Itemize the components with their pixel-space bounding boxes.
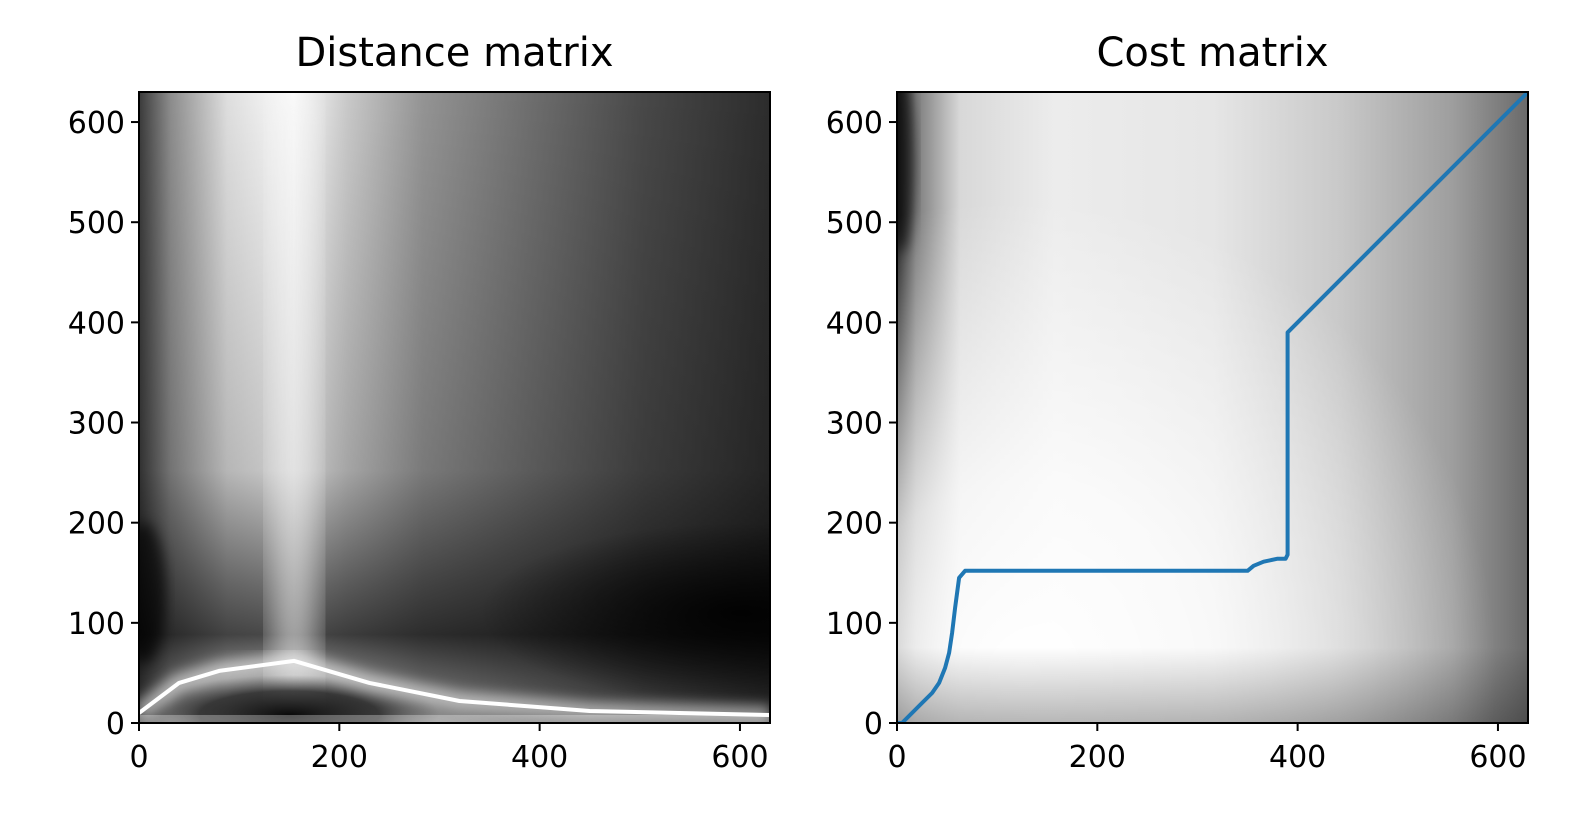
y-tick-label: 0 <box>106 707 125 742</box>
y-tick-label: 300 <box>826 407 883 442</box>
cost-matrix-title: Cost matrix <box>1096 30 1328 76</box>
y-tick-label: 100 <box>68 607 125 642</box>
cost-matrix-frame <box>896 91 1529 724</box>
distance-matrix-panel: 0 200 400 600 0 100 200 300 400 500 600 Distance m… <box>68 30 771 775</box>
y-tick-label: 600 <box>826 106 883 141</box>
y-tick-label: 200 <box>68 507 125 542</box>
distance-matrix-title: Distance matrix <box>295 30 613 76</box>
y-tick-label: 500 <box>68 206 125 241</box>
x-tick-label: 0 <box>129 740 148 775</box>
cost-matrix-panel: 0 200 400 600 0 100 200 300 400 500 600 Cost matri… <box>826 30 1529 775</box>
heatmap-dark-region <box>480 522 770 703</box>
y-tick-label: 500 <box>826 206 883 241</box>
y-tick-label: 300 <box>68 407 125 442</box>
x-tick-label: 400 <box>1269 740 1326 775</box>
y-tick-label: 0 <box>864 707 883 742</box>
x-tick-label: 600 <box>711 740 768 775</box>
y-tick-label: 400 <box>68 306 125 341</box>
distance-matrix-heatmap <box>139 92 770 723</box>
x-tick-label: 400 <box>511 740 568 775</box>
warping-path-line <box>897 92 1528 723</box>
heatmap-bright-column <box>272 92 317 723</box>
x-tick-label: 600 <box>1469 740 1526 775</box>
y-tick-label: 100 <box>826 607 883 642</box>
heatmap-left-dark <box>139 522 167 663</box>
cost-matrix-heatmap <box>897 92 1528 723</box>
heatmap-ridge-line <box>139 658 770 717</box>
x-tick-label: 0 <box>887 740 906 775</box>
x-tick-label: 200 <box>1069 740 1126 775</box>
y-tick-label: 400 <box>826 306 883 341</box>
y-tick-label: 600 <box>68 106 125 141</box>
distance-matrix-frame <box>138 91 771 724</box>
axis-ticks: 0 200 400 600 0 100 200 300 400 500 600 <box>826 106 1527 775</box>
heatmap-bottom-strip <box>139 714 770 723</box>
x-tick-label: 200 <box>311 740 368 775</box>
axis-ticks: 0 200 400 600 0 100 200 300 400 500 600 <box>68 106 769 775</box>
heatmap-left-dark <box>897 92 916 253</box>
y-tick-label: 200 <box>826 507 883 542</box>
